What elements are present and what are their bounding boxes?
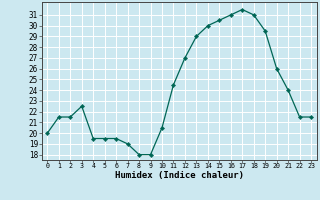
X-axis label: Humidex (Indice chaleur): Humidex (Indice chaleur)	[115, 171, 244, 180]
